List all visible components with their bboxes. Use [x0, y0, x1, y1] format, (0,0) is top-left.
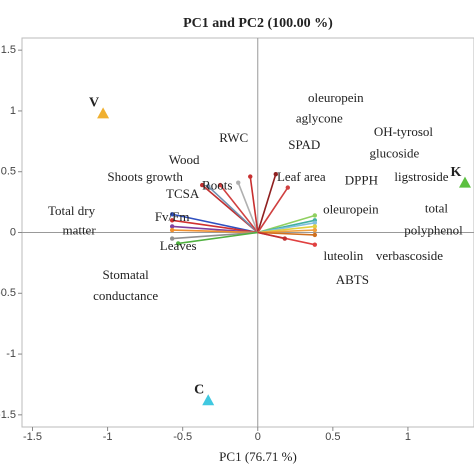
- variable-label: TCSA: [166, 186, 200, 201]
- x-tick-label: -1: [103, 431, 113, 443]
- y-tick-label: 1: [10, 105, 16, 117]
- loading-tip: [312, 232, 318, 238]
- variable-label: polyphenol: [404, 222, 463, 237]
- chart-title: PC1 and PC2 (100.00 %): [183, 16, 333, 31]
- loading-tip: [206, 184, 211, 189]
- loading-tip: [199, 182, 205, 188]
- loading-tip: [169, 218, 175, 223]
- loading-tip: [273, 171, 278, 177]
- x-tick-label: 0: [255, 431, 261, 443]
- variable-label: verbascoside: [376, 248, 443, 263]
- sample-point: [202, 394, 215, 406]
- variable-label: RWC: [219, 130, 248, 145]
- variable-label: Leaves: [160, 238, 197, 253]
- loading-vector: [219, 184, 259, 233]
- loading-tip: [218, 182, 223, 188]
- y-tick-label: 1.5: [1, 44, 16, 56]
- loading-vector: [256, 173, 277, 233]
- sample-label: C: [194, 382, 204, 397]
- variable-label: Stomatal: [103, 267, 150, 282]
- loading-vector: [237, 182, 259, 233]
- y-tick-label: -1: [6, 348, 16, 360]
- loading-tip: [282, 236, 287, 241]
- sample-point: [97, 107, 110, 119]
- variable-label: Wood: [169, 152, 200, 167]
- variable-label: oleuropein: [323, 202, 379, 217]
- loading-tip: [312, 242, 318, 247]
- variable-label: glucoside: [369, 146, 419, 161]
- variable-label: Leaf area: [277, 169, 326, 184]
- y-tick-label: -1.5: [0, 409, 16, 421]
- x-tick-label: 1: [405, 431, 411, 443]
- y-tick-label: -0.5: [0, 287, 16, 299]
- sample-label: K: [451, 165, 462, 180]
- loading-tip: [312, 227, 318, 233]
- variable-label: ABTS: [336, 272, 369, 287]
- loading-vector: [172, 231, 258, 240]
- loading-tip: [175, 241, 181, 246]
- loading-tip: [285, 185, 290, 190]
- variable-label: DPPH: [345, 172, 378, 187]
- x-axis-label: PC1 (76.71 %): [219, 449, 297, 464]
- loading-vector: [257, 231, 285, 240]
- loading-vector: [257, 187, 289, 233]
- loading-tip: [169, 227, 175, 233]
- variable-label: SPAD: [288, 137, 320, 152]
- loading-tip: [312, 220, 318, 225]
- variable-label: Shoots growth: [107, 169, 183, 184]
- variable-label: Fv/Fm: [155, 209, 190, 224]
- y-tick-label: 0.5: [1, 166, 16, 178]
- loading-vector: [249, 176, 259, 233]
- variable-label: matter: [62, 222, 96, 237]
- loading-vector: [171, 213, 258, 234]
- variable-label: luteolin: [323, 248, 363, 263]
- x-tick-label: 0.5: [325, 431, 340, 443]
- loading-tip: [312, 213, 318, 218]
- variable-label: Roots: [202, 177, 232, 192]
- loading-vector: [178, 231, 258, 245]
- variable-label: OH-tyrosol: [374, 124, 434, 139]
- loading-vector: [172, 219, 258, 234]
- sample-label: V: [89, 96, 99, 111]
- loading-tip: [169, 236, 175, 241]
- sample-point: [458, 176, 471, 188]
- y-tick-label: 0: [10, 226, 16, 238]
- loading-vector: [257, 229, 315, 234]
- loading-vector: [257, 231, 315, 236]
- loading-tip: [312, 224, 318, 229]
- loading-tip: [248, 174, 253, 179]
- loading-tip: [236, 180, 241, 185]
- variable-label: ligstroside: [394, 169, 448, 184]
- variable-label: total: [425, 200, 448, 215]
- variable-label: aglycone: [296, 110, 343, 125]
- loading-vector: [172, 229, 258, 234]
- variable-label: oleuropein: [308, 90, 364, 105]
- x-tick-label: -0.5: [173, 431, 192, 443]
- loading-tip: [169, 224, 175, 229]
- variable-label: conductance: [93, 288, 158, 303]
- variable-label: Total dry: [48, 203, 96, 218]
- loading-tip: [169, 212, 175, 217]
- loading-vector: [207, 185, 259, 234]
- x-tick-label: -1.5: [23, 431, 42, 443]
